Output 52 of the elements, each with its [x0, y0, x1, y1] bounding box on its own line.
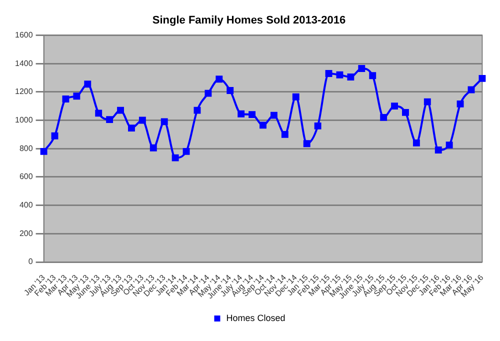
- y-tick-label: 1000: [15, 115, 34, 124]
- point: [194, 106, 201, 114]
- point: [369, 72, 376, 80]
- point: [434, 146, 442, 154]
- point: [260, 122, 266, 129]
- point: [456, 100, 464, 108]
- point: [160, 118, 168, 126]
- y-tick-label: 200: [19, 228, 34, 238]
- point: [40, 148, 48, 155]
- y-tick-label: 1200: [15, 87, 34, 96]
- point: [106, 116, 114, 124]
- point: [303, 140, 310, 148]
- point: [62, 96, 70, 102]
- y-tick-label: 0: [28, 257, 34, 266]
- point: [182, 148, 190, 155]
- point: [226, 87, 234, 94]
- point: [391, 102, 398, 110]
- point: [281, 130, 288, 138]
- y-tick-label: 1400: [15, 58, 34, 68]
- y-tick-label: 800: [19, 144, 34, 153]
- point: [270, 112, 278, 119]
- point: [128, 124, 135, 132]
- point: [446, 142, 453, 149]
- point: [238, 110, 245, 118]
- point: [95, 110, 102, 117]
- point: [402, 108, 409, 116]
- point: [325, 70, 332, 77]
- point: [204, 90, 212, 97]
- point: [336, 71, 344, 78]
- point: [478, 74, 486, 82]
- legend-label: Homes Closed: [226, 312, 286, 323]
- point: [380, 114, 388, 121]
- point: [138, 116, 146, 124]
- point: [468, 86, 475, 94]
- point: [84, 80, 92, 88]
- point: [73, 92, 80, 100]
- point: [150, 144, 157, 152]
- chart-title: Single Family Homes Sold 2013-2016: [152, 14, 346, 27]
- point: [412, 139, 420, 146]
- point: [117, 106, 124, 114]
- point: [424, 98, 431, 106]
- point: [172, 154, 179, 162]
- point: [248, 111, 256, 118]
- point: [314, 122, 322, 130]
- point: [292, 93, 300, 100]
- y-tick-label: 600: [19, 172, 34, 182]
- point: [216, 76, 223, 83]
- y-tick-label: 1600: [15, 30, 34, 40]
- point: [358, 65, 366, 72]
- point: [347, 74, 354, 80]
- point: [51, 132, 58, 140]
- y-tick-label: 400: [19, 200, 34, 210]
